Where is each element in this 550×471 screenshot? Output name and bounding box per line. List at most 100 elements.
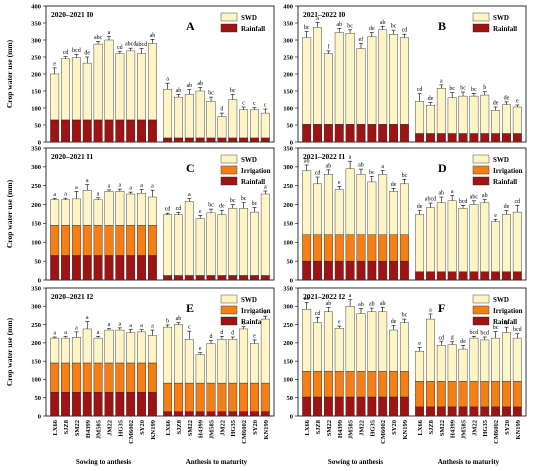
bar-rainfall (260, 275, 270, 281)
legend: SWD Rainfall (220, 12, 265, 33)
bar-rainfall (71, 119, 81, 143)
significance-label: bc (252, 201, 258, 207)
bar-rainfall (389, 396, 398, 417)
bar-swd (447, 344, 457, 382)
significance-label: a (97, 330, 100, 336)
bar-rainfall (302, 396, 312, 417)
bar-rainfall (367, 124, 377, 143)
bar-swd (126, 50, 136, 121)
significance-label: ab (380, 20, 386, 26)
category-label: JM22 (106, 420, 113, 436)
bar-rainfall (93, 392, 103, 417)
bar-irrigation (147, 225, 157, 256)
bar-swd (115, 191, 125, 226)
bar-swd (367, 311, 377, 372)
significance-label: e (253, 333, 256, 339)
bar-rainfall (61, 255, 70, 281)
bar-rainfall (174, 275, 183, 281)
significance-label: abcd (125, 42, 136, 48)
bar-swd (389, 34, 398, 125)
significance-label: cd (165, 207, 171, 213)
bar-swd (174, 96, 183, 139)
bar-rainfall (480, 406, 490, 417)
significance-label: bc (449, 86, 455, 92)
significance-label: de (428, 96, 434, 102)
bar-swd (302, 170, 312, 235)
bar-rainfall (239, 411, 249, 417)
bar-rainfall (415, 406, 425, 417)
significance-label: a (118, 183, 121, 189)
plot-frame (45, 287, 275, 417)
bar-swd (436, 88, 446, 134)
significance-label: a (264, 310, 267, 316)
significance-label: de (504, 204, 510, 210)
bar-rainfall (426, 133, 435, 143)
legend-swatch-swd (220, 294, 238, 304)
significance-label: a (264, 184, 267, 190)
bar-irrigation (137, 362, 146, 393)
bar-swd (356, 174, 366, 235)
bar-swd (260, 318, 270, 384)
bar-swd (334, 328, 344, 372)
bar-irrigation (399, 371, 409, 398)
significance-label: bc (471, 87, 477, 93)
bar-irrigation (367, 371, 377, 398)
bar-rainfall (378, 124, 388, 143)
significance-label: cd (315, 311, 321, 317)
significance-label: bc (208, 203, 214, 209)
legend-swatch-rainfall (472, 23, 490, 33)
bar-irrigation (71, 225, 81, 256)
bar-swd (115, 329, 125, 364)
significance-label: e (199, 209, 202, 215)
significance-label: de (219, 204, 225, 210)
bar-swd (50, 73, 60, 121)
bar-rainfall (163, 275, 173, 281)
y-tick-label: 150 (31, 358, 41, 365)
bar-swd (313, 27, 322, 125)
bar-irrigation (126, 225, 136, 256)
bar-rainfall (104, 255, 114, 281)
bar-rainfall (228, 137, 238, 143)
category-label: SJZ8 (428, 419, 435, 434)
legend: SWD Irrigation Rainfall (220, 154, 271, 186)
stage-label: Sowing to anthesis (76, 458, 132, 466)
bar-swd (447, 97, 457, 134)
bar-swd (378, 174, 388, 235)
bar-rainfall (415, 133, 425, 143)
bar-swd (71, 57, 81, 121)
bar-rainfall (137, 119, 146, 143)
bar-swd (250, 109, 259, 139)
bar-irrigation (104, 225, 114, 256)
significance-label: a (429, 307, 432, 313)
significance-label: a (140, 323, 143, 329)
legend-label: Rainfall (241, 318, 265, 326)
legend-label: SWD (493, 296, 509, 304)
bar-rainfall (93, 255, 103, 281)
panel-letter: A (186, 19, 195, 33)
bar-rainfall (228, 275, 238, 281)
bar-swd (323, 174, 333, 235)
significance-label: e (53, 61, 56, 67)
y-tick-label: 200 (283, 202, 293, 209)
bar-irrigation (228, 382, 238, 412)
panel-letter: E (186, 301, 194, 315)
category-label: KN199 (515, 419, 522, 439)
significance-label: a (118, 321, 121, 327)
y-tick-label: 50 (35, 258, 42, 265)
bar-swd (323, 53, 333, 125)
legend-swatch-swd (472, 12, 490, 22)
significance-label: d (220, 330, 223, 336)
bar-irrigation (313, 234, 322, 262)
category-label: KN199 (263, 419, 270, 439)
bar-rainfall (378, 260, 388, 281)
category-label: SY20 (391, 420, 398, 435)
panel-title: 2021–2022 I0 (303, 10, 346, 19)
bar-swd (356, 313, 366, 372)
bar-swd (206, 343, 216, 384)
bar-swd (174, 324, 183, 384)
plot-frame (45, 147, 275, 281)
bar-swd (512, 106, 522, 134)
legend-label: SWD (493, 156, 509, 164)
bar-rainfall (345, 124, 355, 143)
category-label: HG35 (230, 419, 237, 436)
